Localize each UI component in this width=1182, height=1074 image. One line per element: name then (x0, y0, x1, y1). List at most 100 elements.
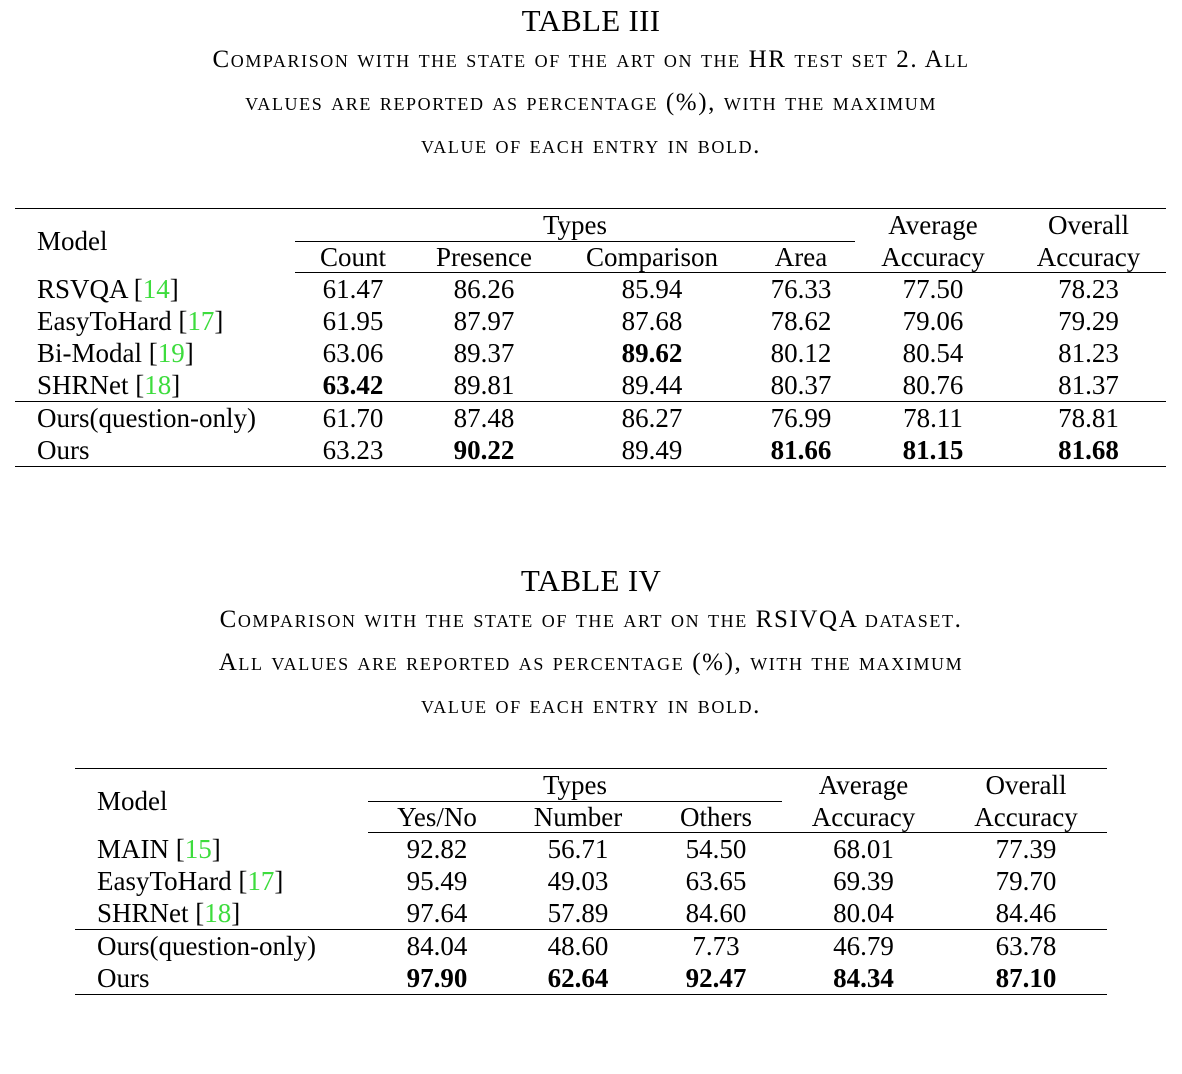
table4-header-types: Types (368, 768, 782, 802)
table4-cell-bold: 84.34 (782, 962, 945, 995)
table3-cell: 85.94 (621, 274, 683, 304)
table3-model: RSVQA (37, 273, 128, 304)
table4: Model Types Average Overall Yes/No Numbe… (75, 768, 1107, 995)
table3-cell: 63.23 (295, 434, 411, 467)
table4-number: TABLE IV (520, 563, 662, 598)
table4-header-model: Model (75, 768, 368, 833)
table4-cell: 84.60 (685, 898, 747, 928)
table3-cell: 78.23 (1058, 274, 1119, 304)
table4-cell: 49.03 (547, 866, 609, 896)
table3-cell: 79.29 (1058, 306, 1119, 336)
table4-cell: 68.01 (833, 834, 894, 864)
table4-cell-bold: 97.90 (368, 962, 506, 995)
table3-cell: 89.37 (453, 338, 515, 368)
table3-cell-bold: 63.42 (322, 370, 384, 400)
table3-cell: 87.97 (453, 306, 515, 336)
table3-cell: 78.81 (1011, 401, 1166, 434)
table-row: Ours(question-only) 61.70 87.48 86.27 76… (15, 401, 1166, 434)
table3-cell: 61.95 (322, 306, 384, 336)
table3-cell: 78.11 (855, 401, 1011, 434)
table3-header-overall-2: Accuracy (1011, 241, 1166, 273)
table3-header-area: Area (747, 241, 855, 273)
citation-link[interactable]: 15 (184, 833, 212, 864)
table3-cell: 80.76 (902, 370, 964, 400)
citation-link[interactable]: 18 (204, 898, 232, 928)
table-row: MAIN [15] 92.82 56.71 54.50 68.01 77.39 (75, 833, 1107, 866)
table4-caption: TABLE IV Comparison with the state of th… (0, 564, 1182, 727)
table3-header-presence: Presence (411, 241, 557, 273)
table4-caption-line1: Comparison with the state of the art on … (219, 606, 963, 633)
table4-cell-bold: 87.10 (945, 962, 1107, 995)
table3-cell: 86.27 (557, 401, 747, 434)
table3-number: TABLE III (521, 3, 661, 38)
table4-cell: 57.89 (547, 898, 609, 928)
table-row: Ours(question-only) 84.04 48.60 7.73 46.… (75, 929, 1107, 962)
table3-caption-line3: value of each entry in bold. (421, 132, 761, 159)
table4-caption-line2: All values are reported as percentage (%… (218, 649, 964, 676)
table3-header-model: Model (15, 208, 295, 273)
table-row: RSVQA [14] 61.47 86.26 85.94 76.33 77.50… (15, 273, 1166, 306)
table3-cell: 89.44 (621, 370, 683, 400)
table-row: Ours 63.23 90.22 89.49 81.66 81.15 81.68 (15, 434, 1166, 467)
table-row: Ours 97.90 62.64 92.47 84.34 87.10 (75, 962, 1107, 995)
table3-cell: 87.48 (411, 401, 557, 434)
table3-caption-line1: Comparison with the state of the art on … (212, 46, 970, 73)
citation-link[interactable]: 17 (187, 306, 215, 336)
table-row: SHRNet [18] 97.64 57.89 84.60 80.04 84.4… (75, 897, 1107, 930)
table3-header-overall: Overall (1011, 208, 1166, 242)
table-row: SHRNet [18] 63.42 89.81 89.44 80.37 80.7… (15, 369, 1166, 402)
table3-cell: 86.26 (453, 274, 515, 304)
table4-cell: 63.65 (685, 866, 747, 896)
table4-model: Ours (75, 962, 368, 995)
table3-header-comparison: Comparison (557, 241, 747, 273)
table3-model: SHRNet (37, 370, 129, 400)
citation-link[interactable]: 14 (142, 273, 170, 304)
table3-model: Ours (15, 434, 295, 467)
table4-cell: 69.39 (833, 866, 894, 896)
table3-cell: 80.12 (770, 338, 832, 368)
table3-cell: 79.06 (902, 306, 964, 336)
table3-cell: 81.37 (1058, 370, 1119, 400)
table3-cell: 63.06 (322, 338, 384, 368)
table3-caption: TABLE III Comparison with the state of t… (0, 4, 1182, 167)
table3-cell: 89.81 (453, 370, 515, 400)
table4-cell: 79.70 (995, 866, 1057, 896)
table4-header-others: Others (650, 801, 782, 833)
table3-model: Ours(question-only) (15, 401, 295, 434)
table3-header-count: Count (295, 241, 411, 273)
citation-link[interactable]: 19 (157, 338, 185, 368)
table3-cell: 89.49 (557, 434, 747, 467)
citation-link[interactable]: 17 (247, 866, 275, 896)
table4-cell: 46.79 (782, 929, 945, 962)
table4-cell: 95.49 (406, 866, 468, 896)
table4-cell-bold: 62.64 (506, 962, 650, 995)
table3-cell: 81.23 (1058, 338, 1119, 368)
table4-cell: 84.46 (995, 898, 1057, 928)
table3-cell-bold: 90.22 (411, 434, 557, 467)
table4-cell: 48.60 (506, 929, 650, 962)
table4-header-overall: Overall (945, 768, 1107, 802)
table4-cell: 77.39 (995, 834, 1057, 864)
table4-cell: 54.50 (685, 834, 747, 864)
table3-cell-bold: 81.66 (747, 434, 855, 467)
table3-cell-bold: 89.62 (621, 338, 683, 368)
citation-link[interactable]: 18 (144, 370, 172, 400)
table3-cell-bold: 81.68 (1011, 434, 1166, 467)
table4-cell: 63.78 (945, 929, 1107, 962)
table3-cell: 80.37 (770, 370, 832, 400)
table4-header-yesno: Yes/No (368, 801, 506, 833)
table4-cell: 84.04 (368, 929, 506, 962)
table4-model: EasyToHard (97, 866, 232, 896)
table-row: Bi-Modal [19] 63.06 89.37 89.62 80.12 80… (15, 337, 1166, 369)
table4-cell-bold: 92.47 (650, 962, 782, 995)
table-row: EasyToHard [17] 61.95 87.97 87.68 78.62 … (15, 305, 1166, 337)
table4-model: Ours(question-only) (75, 929, 368, 962)
table3-cell: 78.62 (770, 306, 832, 336)
table3-cell: 76.33 (770, 274, 832, 304)
table3-cell: 76.99 (747, 401, 855, 434)
table3-model: Bi-Modal (37, 338, 142, 368)
table4-cell: 92.82 (406, 834, 468, 864)
table3-cell: 80.54 (902, 338, 964, 368)
table3-caption-line2: values are reported as percentage (%), w… (245, 89, 937, 116)
table4-model: MAIN (97, 833, 169, 864)
